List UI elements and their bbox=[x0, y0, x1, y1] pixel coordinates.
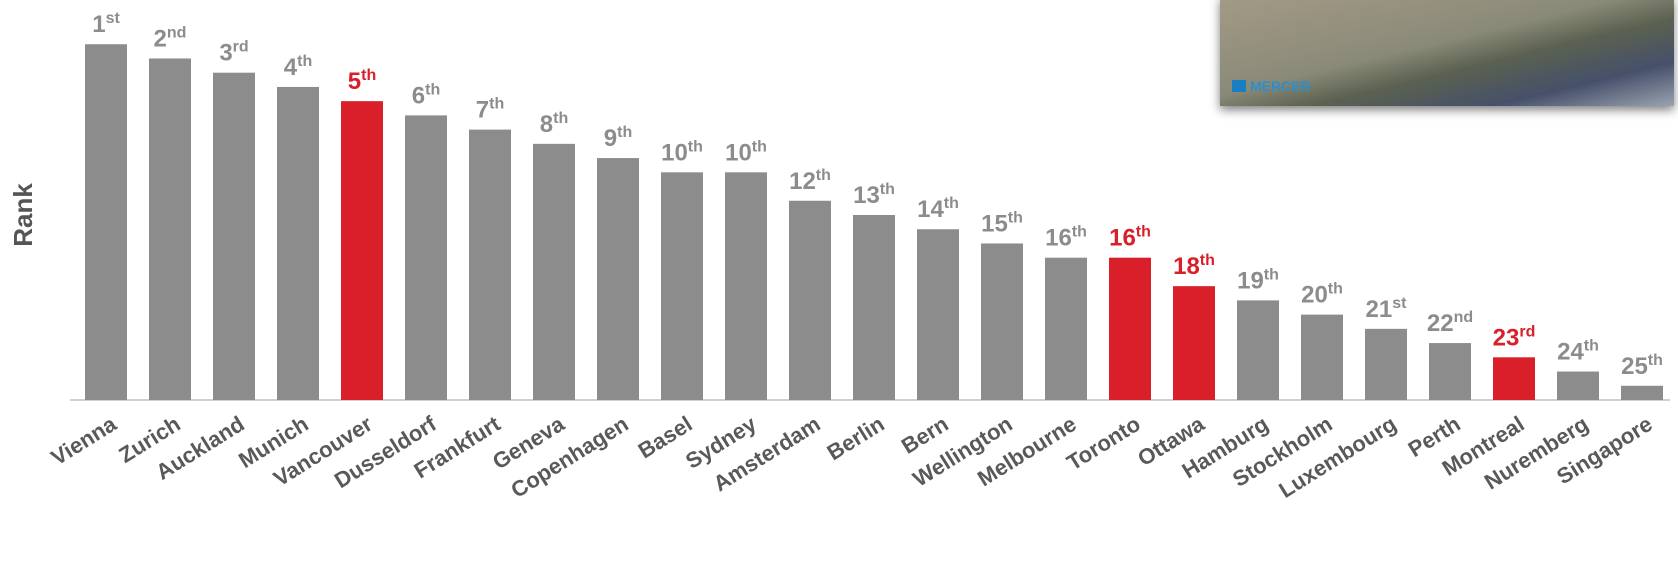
data-label: 15th bbox=[981, 209, 1023, 237]
bar bbox=[917, 229, 959, 400]
data-label: 13th bbox=[853, 181, 895, 209]
bar bbox=[1429, 343, 1471, 400]
photo-frame bbox=[1220, 0, 1674, 106]
data-label: 4th bbox=[284, 53, 312, 81]
bar bbox=[533, 143, 575, 400]
data-label: 16th bbox=[1109, 224, 1151, 252]
data-label: 6th bbox=[412, 81, 440, 109]
bar bbox=[597, 158, 639, 400]
bar bbox=[1557, 371, 1599, 400]
bar bbox=[1237, 300, 1279, 400]
bar bbox=[1045, 257, 1087, 400]
data-label: 7th bbox=[476, 96, 504, 124]
data-label: 22nd bbox=[1427, 309, 1473, 337]
data-label: 8th bbox=[540, 110, 568, 138]
data-label: 18th bbox=[1173, 252, 1215, 280]
data-label: 1st bbox=[92, 10, 120, 38]
data-label: 24th bbox=[1557, 338, 1599, 366]
bar bbox=[1173, 286, 1215, 400]
y-axis-label: Rank bbox=[8, 183, 38, 247]
data-label: 25th bbox=[1621, 352, 1663, 380]
data-label: 10th bbox=[661, 138, 703, 166]
x-tick-label: Vienna bbox=[47, 411, 122, 471]
x-tick-label: Toronto bbox=[1062, 411, 1144, 475]
data-label: 9th bbox=[604, 124, 632, 152]
data-label: 12th bbox=[789, 167, 831, 195]
logo-text: MERCER bbox=[1250, 78, 1311, 94]
bar bbox=[1365, 328, 1407, 400]
bar bbox=[469, 129, 511, 400]
bar bbox=[789, 200, 831, 400]
bar bbox=[725, 172, 767, 400]
bar bbox=[149, 58, 191, 400]
data-label: 21st bbox=[1366, 295, 1408, 323]
bar bbox=[213, 72, 255, 400]
data-label: 20th bbox=[1301, 281, 1343, 309]
logo-icon bbox=[1232, 80, 1246, 92]
bar bbox=[341, 101, 383, 401]
bar bbox=[405, 115, 447, 400]
bar bbox=[1493, 357, 1535, 400]
bar bbox=[661, 172, 703, 400]
data-label: 5th bbox=[348, 67, 376, 95]
data-label: 2nd bbox=[154, 24, 187, 52]
data-label: 3rd bbox=[219, 39, 248, 67]
bar bbox=[1621, 385, 1663, 400]
data-label: 19th bbox=[1237, 266, 1279, 294]
x-tick-label: Berlin bbox=[823, 411, 889, 465]
bar bbox=[1109, 257, 1151, 400]
data-label: 10th bbox=[725, 138, 767, 166]
photo: MERCER bbox=[1220, 0, 1674, 106]
data-label: 14th bbox=[917, 195, 959, 223]
bar bbox=[853, 215, 895, 400]
bar bbox=[1301, 314, 1343, 400]
bar bbox=[277, 86, 319, 400]
data-label: 23rd bbox=[1493, 323, 1536, 351]
bar bbox=[85, 44, 127, 400]
data-label: 16th bbox=[1045, 224, 1087, 252]
bar bbox=[981, 243, 1023, 400]
